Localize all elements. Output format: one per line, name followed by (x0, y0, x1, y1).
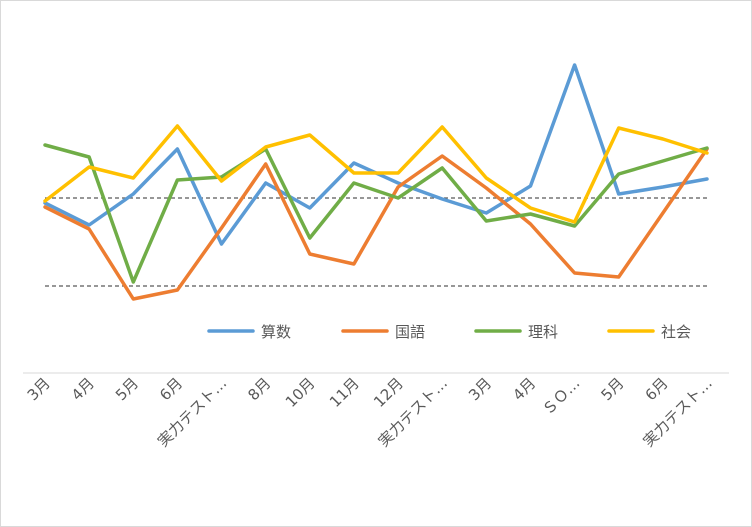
x-tick-label: 4月 (509, 374, 539, 404)
legend-label-3: 理科 (528, 323, 558, 341)
legend-label-1: 算数 (261, 323, 291, 341)
legend-label-4: 社会 (661, 323, 691, 341)
x-tick-label: 3月 (465, 374, 495, 404)
legend-label-2: 国語 (395, 323, 425, 341)
x-tick-label: 6月 (156, 374, 186, 404)
series-lines (43, 63, 709, 301)
x-tick-label: 5月 (112, 374, 142, 404)
series-line-4 (43, 124, 709, 224)
legend: 算数 国語 理科 社会 (207, 323, 691, 341)
x-tick-label: ＳＯ… (539, 374, 584, 419)
x-tick-label: 12月 (370, 374, 407, 411)
x-tick-label: 11月 (326, 374, 363, 411)
x-tick-label: 5月 (597, 374, 627, 404)
x-tick-label: 8月 (244, 374, 274, 404)
x-tick-label: 3月 (24, 374, 54, 404)
reference-lines (45, 197, 707, 287)
x-tick-label: 10月 (282, 374, 319, 411)
x-tick-label: 6月 (642, 374, 672, 404)
x-tick-label: 4月 (68, 374, 98, 404)
series-line-2 (43, 147, 709, 301)
series-line-3 (43, 143, 709, 284)
